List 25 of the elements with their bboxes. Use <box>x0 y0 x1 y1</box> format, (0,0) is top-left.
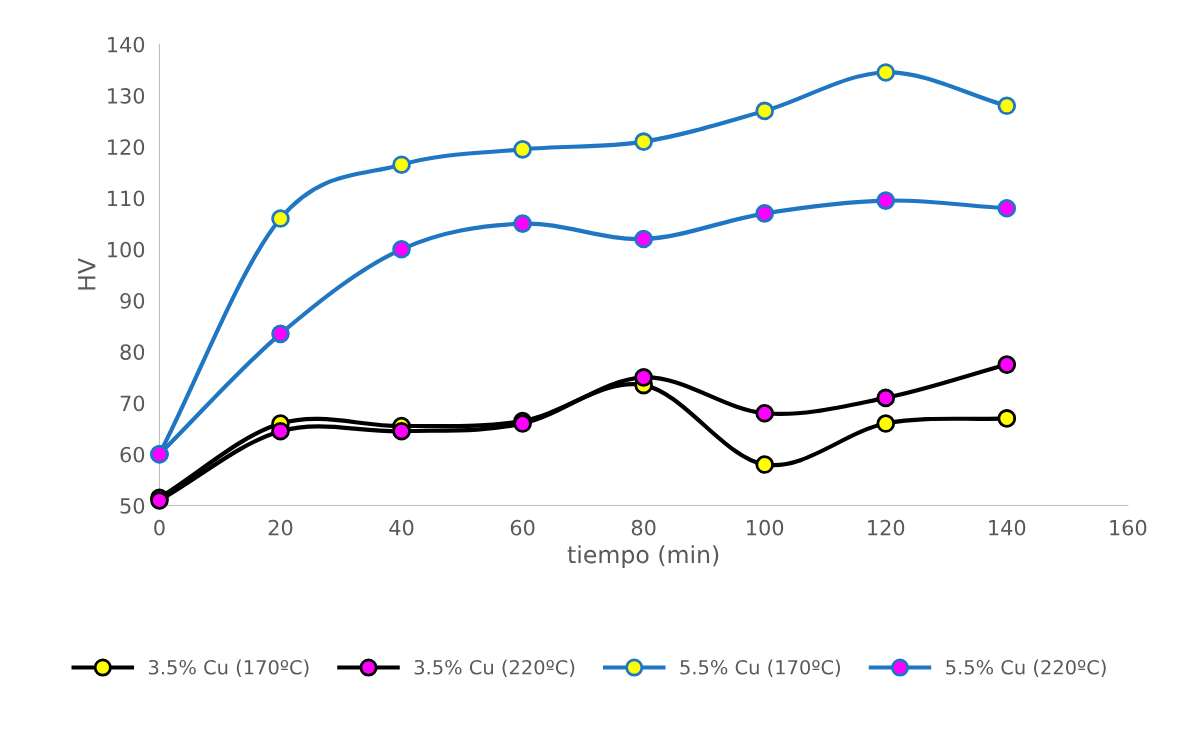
y-tick-label: 70 <box>120 395 145 412</box>
x-tick-label: 40 <box>389 519 414 536</box>
y-tick-label: 90 <box>120 292 145 309</box>
x-tick-label: 0 <box>154 519 165 536</box>
y-tick-label: 140 <box>108 36 145 53</box>
x-tick-label: 20 <box>268 519 293 536</box>
y-tick-label: 120 <box>108 139 145 155</box>
legend-label: 5.5% Cu (220ºC) <box>946 659 1106 677</box>
x-axis-title: tiempo (min) <box>567 545 719 568</box>
legend-label: 5.5% Cu (170ºC) <box>680 659 840 677</box>
x-tick-label: 60 <box>510 519 535 536</box>
x-tick-label: 100 <box>747 519 784 536</box>
x-tick-label: 120 <box>868 519 905 536</box>
y-tick-label: 60 <box>120 446 145 463</box>
y-axis-title: HV <box>78 258 96 290</box>
x-tick-label: 140 <box>989 519 1026 536</box>
legend-label: 3.5% Cu (220ºC) <box>414 659 575 677</box>
x-tick-label: 80 <box>631 519 656 536</box>
y-tick-label: 110 <box>108 190 145 207</box>
y-tick-label: 80 <box>120 344 145 360</box>
y-tick-label: 130 <box>108 87 145 104</box>
x-tick-label: 160 <box>1110 519 1147 536</box>
y-tick-label: 100 <box>108 241 145 258</box>
legend-label: 3.5% Cu (170ºC) <box>148 659 309 677</box>
y-tick-label: 50 <box>120 497 145 514</box>
